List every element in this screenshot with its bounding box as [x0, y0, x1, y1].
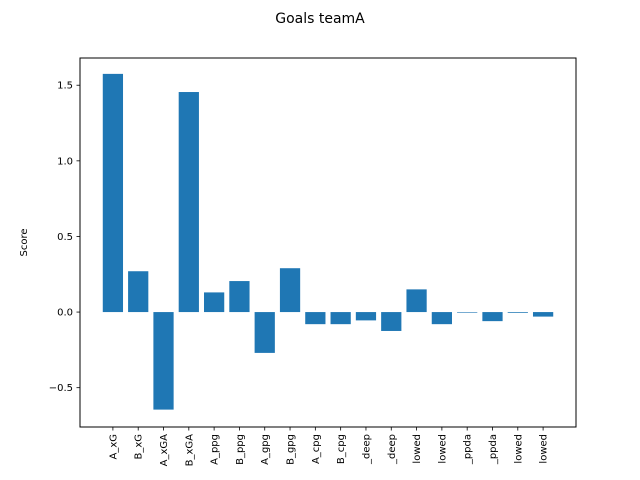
- bar-7: [279, 268, 301, 313]
- bar-3: [178, 92, 199, 313]
- x-tick-label: lowed: [513, 434, 524, 464]
- bar-0: [102, 73, 124, 313]
- bar-15: [482, 312, 503, 322]
- x-tick-label: A_ppg: [210, 434, 221, 465]
- x-tick-label: A_xGA: [159, 434, 170, 467]
- y-axis-ticks: −0.5 0.0 0.5 1.0 1.5: [49, 81, 80, 394]
- y-tick-label: 0.0: [57, 308, 73, 319]
- bar-13: [431, 312, 452, 325]
- bar-16: [507, 312, 528, 313]
- bar-10: [355, 312, 377, 321]
- bar-9: [330, 312, 351, 325]
- y-tick-label: 1.0: [57, 156, 73, 167]
- x-tick-label: _deep: [361, 434, 372, 465]
- x-tick-label: B_ppg: [235, 434, 246, 465]
- bars-group: [102, 73, 554, 410]
- x-tick-label: B_xG: [134, 434, 145, 460]
- bar-2: [153, 312, 174, 410]
- x-tick-label: lowed: [437, 434, 448, 464]
- y-tick-label: 0.5: [57, 232, 73, 243]
- x-tick-label: B_xGA: [184, 434, 195, 467]
- x-tick-label: A_gpg: [260, 434, 271, 465]
- x-tick-label: A_xG: [108, 434, 119, 460]
- x-tick-label: B_cpg: [336, 434, 347, 464]
- y-axis-label: Score: [19, 228, 30, 256]
- x-tick-label: A_cpg: [311, 434, 322, 464]
- x-tick-label: lowed: [539, 434, 550, 464]
- bar-14: [457, 312, 478, 313]
- y-tick-label: −0.5: [49, 383, 73, 394]
- x-tick-label: _ppda: [463, 434, 474, 465]
- plot-area-frame: [79, 57, 577, 428]
- chart-title: Goals teamA: [275, 11, 365, 27]
- bar-6: [254, 312, 275, 353]
- bar-8: [305, 312, 326, 325]
- bar-12: [406, 289, 427, 313]
- x-tick-label: lowed: [412, 434, 423, 464]
- bar-1: [128, 271, 149, 313]
- y-tick-label: 1.5: [57, 81, 73, 92]
- bar-11: [381, 312, 402, 331]
- bar-17: [532, 312, 554, 317]
- bar-5: [229, 281, 250, 313]
- x-tick-label: B_gpg: [286, 434, 297, 465]
- x-axis-ticks: A_xG B_xG A_xGA B_xGA A_ppg B_ppg A_gpg B_gpg A_…: [108, 427, 550, 467]
- x-tick-label: _deep: [387, 434, 398, 465]
- x-tick-label: _ppda: [488, 434, 499, 465]
- bar-4: [204, 292, 225, 313]
